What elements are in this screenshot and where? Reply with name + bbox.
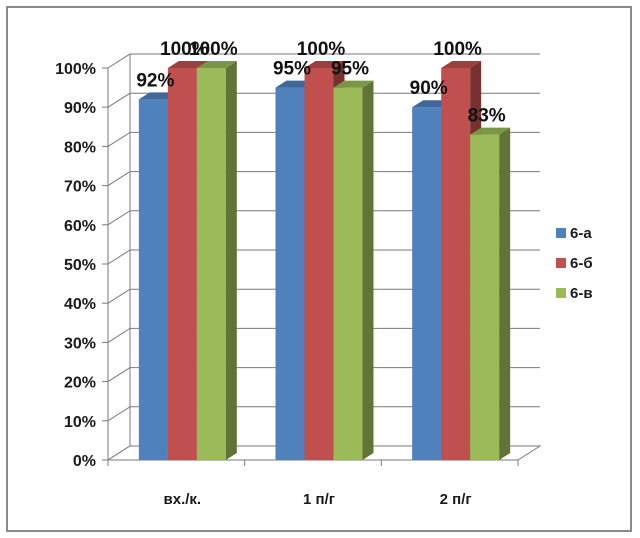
bar-front — [333, 87, 363, 460]
x-category-label: 1 п/г — [303, 491, 335, 508]
y-tick-label: 10% — [64, 414, 96, 431]
bar-top — [196, 61, 237, 68]
y-tick-label: 60% — [64, 218, 96, 235]
legend-swatch — [556, 228, 566, 238]
bar-front — [441, 68, 471, 460]
legend-label: 6-а — [570, 225, 592, 242]
y-tick-label: 50% — [64, 257, 96, 274]
bar-top — [470, 127, 511, 135]
data-label: 90% — [410, 78, 448, 99]
data-label: 100% — [160, 39, 209, 60]
y-tick-label: 70% — [64, 179, 96, 196]
bar-top — [333, 80, 374, 88]
bar-side — [499, 127, 511, 460]
data-label: 100% — [189, 39, 238, 60]
bar-front — [196, 68, 226, 460]
data-label: 100% — [433, 39, 482, 60]
legend-label: 6-в — [570, 285, 593, 302]
y-tick-label: 20% — [64, 375, 96, 392]
legend-label: 6-б — [570, 255, 593, 272]
data-label: 95% — [331, 59, 369, 80]
bar-front — [304, 68, 334, 460]
bar-front — [412, 107, 442, 460]
bar-front — [138, 99, 168, 461]
y-tick-label: 30% — [64, 335, 96, 352]
bar-side — [362, 80, 374, 460]
y-tick-label: 90% — [64, 100, 96, 117]
data-label: 92% — [136, 70, 174, 91]
data-label: 95% — [273, 59, 311, 80]
legend-swatch — [556, 288, 566, 298]
bar-top — [167, 61, 208, 68]
y-tick-label: 80% — [64, 139, 96, 156]
data-label: 100% — [297, 39, 346, 60]
bar-top — [441, 61, 482, 68]
bar-front — [470, 134, 500, 460]
y-tick-label: 0% — [73, 453, 96, 470]
bar-side — [225, 61, 237, 460]
bar-front — [275, 87, 305, 460]
x-category-label: 2 п/г — [440, 491, 472, 508]
bar-top — [304, 61, 345, 68]
y-tick-label: 100% — [55, 61, 96, 78]
bar-front — [167, 68, 197, 460]
x-category-label: вх./к. — [164, 491, 202, 508]
y-tick-label: 40% — [64, 296, 96, 313]
data-label: 83% — [468, 106, 506, 127]
legend-swatch — [556, 258, 566, 268]
